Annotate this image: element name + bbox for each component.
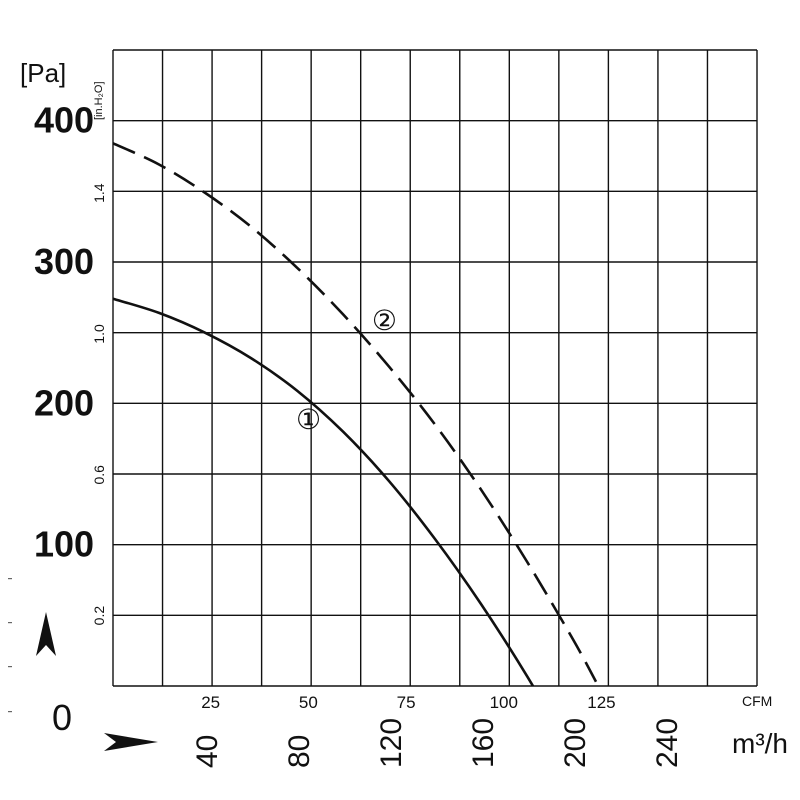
x-tick-cfm-label: 125: [587, 693, 615, 712]
y-tick-inh2o-label: 0.6: [91, 465, 107, 485]
x-tick-m3h-label: 240: [651, 718, 684, 768]
y-tick-inh2o-label: 1.4: [91, 183, 107, 203]
series-1-label: ①: [296, 403, 321, 436]
series-1-curve: [113, 297, 535, 686]
origin-label: 0: [52, 697, 72, 738]
x-unit-m3h-label: m³/h: [732, 728, 788, 759]
arrow-up-icon: [36, 612, 56, 656]
y-unit-pa-label: [Pa]: [20, 58, 66, 88]
x-tick-m3h-label: 40: [191, 735, 224, 768]
arrow-right-icon: [104, 733, 158, 751]
y-tick-inh2o-label: 1.0: [91, 324, 107, 344]
x-tick-m3h-label: 120: [375, 718, 408, 768]
grid: [112, 49, 758, 687]
x-unit-cfm-label: CFM: [742, 693, 772, 709]
margin-marks: [8, 578, 12, 713]
series-2-curve: [113, 142, 598, 683]
labels: 100 200 300 400 0.2 0.6 1.0 1.4 25 50 75 100 125 40 80…: [34, 100, 684, 768]
curves: [113, 142, 598, 686]
x-tick-m3h-label: 160: [467, 718, 500, 768]
y-tick-pa-label: 300: [34, 241, 94, 282]
y-tick-pa-label: 400: [34, 100, 94, 141]
y-tick-pa-label: 200: [34, 382, 94, 423]
x-tick-cfm-label: 100: [490, 693, 518, 712]
y-tick-inh2o-label: 0.2: [91, 606, 107, 626]
y-tick-pa-label: 100: [34, 524, 94, 565]
x-tick-m3h-label: 80: [283, 735, 316, 768]
x-tick-m3h-label: 200: [559, 718, 592, 768]
x-tick-cfm-label: 25: [201, 693, 220, 712]
x-tick-cfm-label: 50: [299, 693, 318, 712]
x-tick-cfm-label: 75: [397, 693, 416, 712]
y-unit-inh2o-label: [in.H₂O]: [93, 82, 105, 121]
series-2-label: ②: [372, 304, 397, 337]
